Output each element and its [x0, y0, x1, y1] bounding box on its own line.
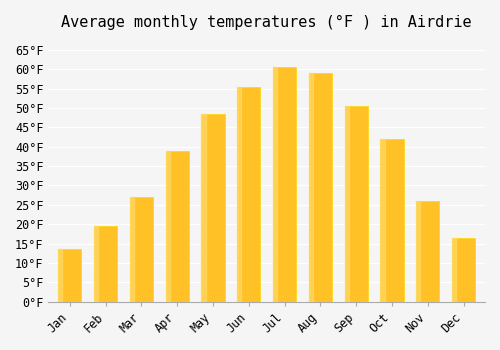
Bar	[308, 73, 313, 302]
Bar	[237, 86, 242, 302]
Bar	[166, 150, 189, 302]
Title: Average monthly temperatures (°F ) in Airdrie: Average monthly temperatures (°F ) in Ai…	[62, 15, 472, 30]
Bar	[202, 114, 224, 302]
Bar	[416, 201, 420, 302]
Bar	[308, 73, 332, 302]
Bar	[58, 249, 82, 302]
Bar	[416, 201, 440, 302]
Bar	[380, 139, 404, 302]
Bar	[237, 86, 260, 302]
Bar	[452, 238, 475, 302]
Bar	[380, 139, 384, 302]
Bar	[94, 226, 118, 302]
Bar	[273, 67, 277, 302]
Bar	[130, 197, 153, 302]
Bar	[344, 106, 368, 302]
Bar	[58, 249, 62, 302]
Bar	[202, 114, 205, 302]
Bar	[344, 106, 348, 302]
Bar	[452, 238, 456, 302]
Bar	[94, 226, 98, 302]
Bar	[166, 150, 170, 302]
Bar	[273, 67, 296, 302]
Bar	[130, 197, 134, 302]
